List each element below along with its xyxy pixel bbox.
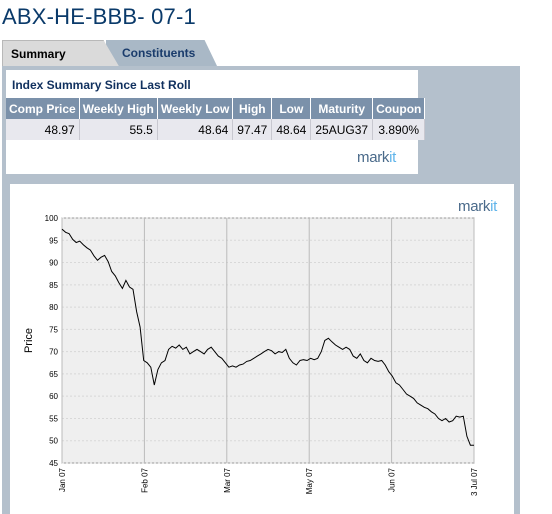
price-chart: 45 50 55 60 65 70 75 80 85 90 95 100 Jan 07 Feb 07 Mar… [10, 184, 514, 514]
x-tick-label: Mar 07 [223, 467, 232, 492]
y-tick-label: 95 [49, 236, 58, 245]
header-high: High [232, 98, 273, 119]
markit-logo: markit [357, 149, 397, 166]
summary-header-row: Comp Price Weekly High Weekly Low High L… [6, 98, 426, 119]
value-maturity: 25AUG37 [310, 119, 374, 140]
tab-constituents[interactable]: Constituents [106, 40, 218, 68]
header-weekly-high: Weekly High [79, 98, 158, 119]
y-tick-label: 65 [49, 370, 58, 379]
y-tick-label: 45 [49, 459, 58, 468]
value-high: 97.47 [232, 119, 273, 140]
x-tick-label: May 07 [305, 467, 314, 494]
value-comp-price: 48.97 [6, 119, 80, 140]
y-tick-label: 50 [49, 437, 58, 446]
y-tick-label: 85 [49, 281, 58, 290]
summary-title: Index Summary Since Last Roll [12, 78, 191, 92]
tab-bar: Constituents Summary [0, 38, 552, 68]
plot-area [61, 217, 475, 464]
page-title: ABX-HE-BBB- 07-1 [2, 4, 196, 29]
header-low: Low [271, 98, 312, 119]
header-coupon: Coupon [372, 98, 426, 119]
y-tick-label: 55 [49, 414, 58, 423]
value-weekly-high: 55.5 [79, 119, 158, 140]
x-tick-label: Jan 07 [58, 467, 67, 492]
y-tick-label: 60 [49, 392, 58, 401]
y-axis-label: Price [23, 328, 35, 353]
header-comp-price: Comp Price [6, 98, 80, 119]
price-chart-svg: 45 50 55 60 65 70 75 80 85 90 95 100 Jan 07 Feb 07 Mar… [23, 214, 479, 496]
x-tick-label: Jun 07 [388, 467, 397, 492]
value-low: 48.64 [271, 119, 312, 140]
y-tick-label: 90 [49, 259, 58, 268]
summary-table: Comp Price Weekly High Weekly Low High L… [6, 98, 426, 140]
chart-axes: 45 50 55 60 65 70 75 80 85 90 95 100 Jan 07 Feb 07 Mar… [45, 214, 479, 496]
y-tick-label: 70 [49, 348, 58, 357]
y-tick-label: 80 [49, 303, 58, 312]
y-tick-label: 75 [49, 325, 58, 334]
y-tick-label: 100 [45, 214, 59, 223]
price-series-line [61, 228, 475, 446]
x-tick-label: Feb 07 [140, 467, 149, 492]
value-weekly-low: 48.64 [157, 119, 234, 140]
markit-chart-logo: markit [458, 198, 498, 215]
header-maturity: Maturity [310, 98, 374, 119]
header-weekly-low: Weekly Low [157, 98, 234, 119]
x-tick-label: 3 Jul 07 [470, 467, 479, 496]
value-coupon: 3.890% [372, 119, 426, 140]
chart-grid [61, 217, 475, 464]
tab-summary[interactable]: Summary [2, 40, 120, 68]
summary-values-row: 48.97 55.5 48.64 97.47 48.64 25AUG37 3.8… [6, 119, 426, 140]
